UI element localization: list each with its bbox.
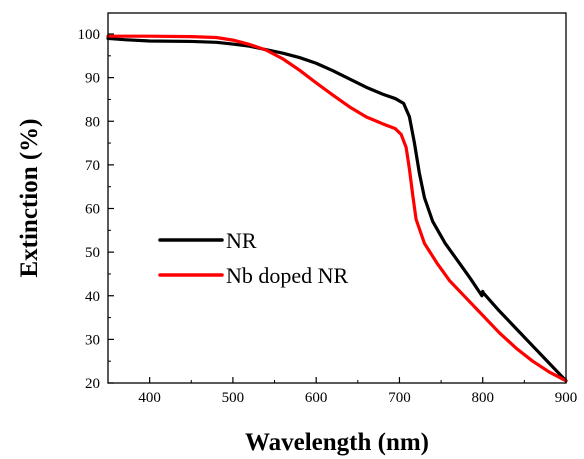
ticks-layer: 400 500 600 700 800 900 20 30 40 50 60 70 80 90 100 (78, 27, 578, 406)
x-tick-label: 900 (555, 390, 578, 406)
x-tick-label: 400 (138, 390, 161, 406)
y-tick-label: 20 (85, 376, 100, 392)
legend-label-nr: NR (226, 228, 257, 253)
y-axis-title: Extinction (%) (16, 118, 43, 277)
series-layer (106, 34, 568, 383)
y-tick-label: 70 (85, 158, 100, 174)
y-tick-label: 80 (85, 114, 100, 130)
y-tick-label: 90 (85, 71, 100, 87)
y-tick-label: 30 (85, 332, 100, 348)
y-tick-label: 40 (85, 289, 100, 305)
x-tick-label: 500 (222, 390, 245, 406)
x-axis-title: Wavelength (nm) (245, 429, 429, 456)
x-tick-label: 600 (305, 390, 328, 406)
legend: NR Nb doped NR (158, 228, 349, 288)
x-tick-label: 700 (388, 390, 411, 406)
y-tick-label: 50 (85, 245, 100, 261)
y-tick-label: 60 (85, 202, 100, 218)
legend-label-nb-doped-nr: Nb doped NR (226, 263, 349, 288)
series-line-nb-doped-nr (106, 34, 568, 383)
y-tick-label: 100 (78, 27, 101, 43)
series-line-nr (106, 36, 568, 383)
plot-frame (107, 12, 567, 384)
x-tick-label: 800 (471, 390, 494, 406)
